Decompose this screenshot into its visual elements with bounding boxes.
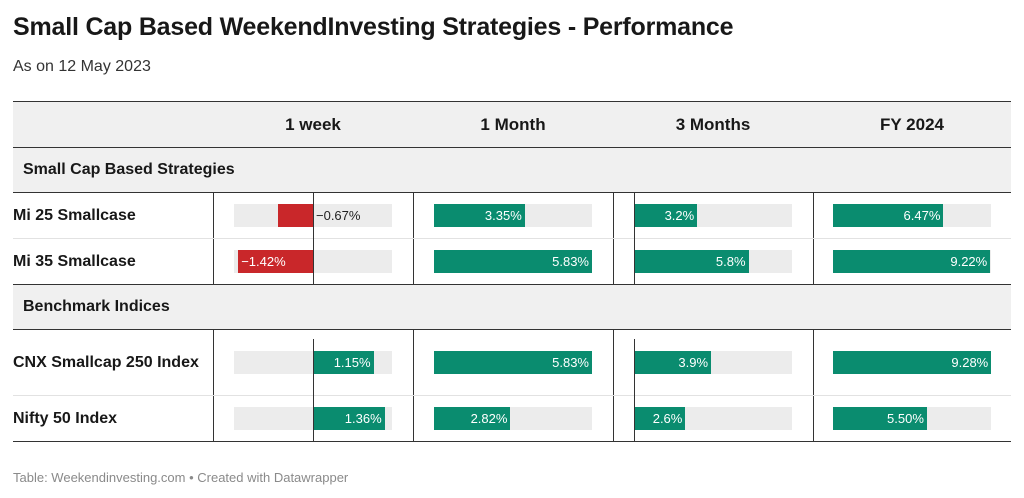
bar-value-label: 3.9% <box>678 355 709 370</box>
bar-cell: 5.50% <box>812 395 1011 442</box>
bar-track: 5.8% <box>634 238 792 284</box>
bar-cell: 2.82% <box>412 395 613 442</box>
bar-cell: 6.47% <box>812 192 1011 239</box>
column-header-1-month: 1 Month <box>413 101 613 148</box>
positive-bar <box>634 407 686 430</box>
bar-track: 3.9% <box>634 339 792 405</box>
group-header-row: Small Cap Based Strategies <box>13 147 1011 193</box>
bar-value-label: 5.83% <box>552 355 589 370</box>
table-row: Mi 35 Smallcase −1.42% 5.83% 5.8% 9.22% <box>13 238 1011 285</box>
bar-value-label: 3.2% <box>664 208 695 223</box>
bar-value-label: 1.36% <box>344 411 382 426</box>
group-header-row: Benchmark Indices <box>13 284 1011 330</box>
table-row: CNX Smallcap 250 Index 1.15% 5.83% 3.9% 9.28… <box>13 329 1011 405</box>
bar-track: 1.15% <box>234 339 392 405</box>
zero-baseline <box>313 339 314 405</box>
positive-bar <box>434 204 525 227</box>
zero-baseline <box>634 395 635 441</box>
bar-track: 5.83% <box>434 351 592 374</box>
bar-cell: −0.67% <box>212 192 413 239</box>
bar-track: 5.50% <box>833 407 992 430</box>
zero-baseline <box>634 238 635 284</box>
positive-bar <box>634 250 749 273</box>
positive-bar <box>833 250 991 273</box>
bar-track: 5.83% <box>434 250 592 273</box>
bar-track: 1.36% <box>234 395 392 441</box>
header-row: 1 week 1 Month 3 Months FY 2024 <box>13 101 1011 148</box>
column-header-fy-2024: FY 2024 <box>813 101 1011 148</box>
bar-value-label: 6.47% <box>903 208 941 223</box>
positive-bar <box>434 407 511 430</box>
positive-bar <box>833 351 992 374</box>
positive-bar <box>313 351 374 374</box>
negative-bar <box>277 204 313 227</box>
bar-value-label: 9.28% <box>951 355 989 370</box>
table-row: Nifty 50 Index 1.36% 2.82% 2.6% 5.50% <box>13 395 1011 442</box>
bar-value-label: 5.50% <box>887 411 924 426</box>
positive-bar <box>313 407 385 430</box>
chart-title: Small Cap Based WeekendInvesting Strateg… <box>13 13 734 41</box>
bar-cell: 5.8% <box>612 238 813 285</box>
zero-baseline <box>313 395 314 441</box>
positive-bar <box>434 351 592 374</box>
bar-value-label: 5.83% <box>552 254 589 269</box>
bar-track: 3.35% <box>434 204 592 227</box>
row-label: Mi 25 Smallcase <box>13 192 213 239</box>
bar-track: −1.42% <box>234 238 392 284</box>
bar-value-label: 9.22% <box>950 254 988 269</box>
bar-track: 9.28% <box>833 351 992 374</box>
bar-cell: 9.28% <box>812 329 1011 396</box>
chart-subtitle: As on 12 May 2023 <box>13 58 151 75</box>
negative-bar <box>238 250 313 273</box>
bar-cell: 3.2% <box>612 192 813 239</box>
chart-footer: Table: Weekendinvesting.com • Created wi… <box>13 470 349 485</box>
positive-bar <box>833 407 927 430</box>
bar-track: 2.82% <box>434 407 592 430</box>
header-label-cell <box>13 101 213 148</box>
zero-baseline <box>313 238 314 284</box>
table-body: Small Cap Based Strategies Mi 25 Smallcas… <box>13 147 1011 442</box>
positive-bar <box>634 204 698 227</box>
performance-table: 1 week 1 Month 3 Months FY 2024 Small Ca… <box>13 101 1011 442</box>
bar-cell: 3.9% <box>612 329 813 405</box>
bar-track: −0.67% <box>234 192 392 238</box>
row-label: Nifty 50 Index <box>13 395 213 442</box>
bar-value-label: −0.67% <box>316 208 361 223</box>
bar-value-label: 5.8% <box>715 254 746 269</box>
bar-cell: 2.6% <box>612 395 813 442</box>
bar-value-label: 2.82% <box>470 411 508 426</box>
column-header-1-week: 1 week <box>213 101 413 148</box>
table-row: Mi 25 Smallcase −0.67% 3.35% 3.2% 6.47% <box>13 192 1011 239</box>
zero-baseline <box>634 339 635 405</box>
bar-cell: 5.83% <box>412 329 613 396</box>
group-header-label: Small Cap Based Strategies <box>13 147 1011 193</box>
zero-baseline <box>313 192 314 238</box>
group-header-label: Benchmark Indices <box>13 284 1011 330</box>
bar-cell: 9.22% <box>812 238 1011 285</box>
bar-track: 2.6% <box>634 395 792 441</box>
bar-track: 3.2% <box>634 192 792 238</box>
bar-cell: 5.83% <box>412 238 613 285</box>
zero-baseline <box>634 192 635 238</box>
column-header-3-months: 3 Months <box>613 101 813 148</box>
bar-value-label: 2.6% <box>652 411 683 426</box>
bar-cell: 1.36% <box>212 395 413 442</box>
bar-cell: −1.42% <box>212 238 413 285</box>
bar-value-label: 1.15% <box>333 355 371 370</box>
bar-cell: 1.15% <box>212 329 413 405</box>
bar-track: 9.22% <box>833 250 992 273</box>
bar-cell: 3.35% <box>412 192 613 239</box>
row-label: CNX Smallcap 250 Index <box>13 329 213 396</box>
positive-bar <box>434 250 592 273</box>
bar-track: 6.47% <box>833 204 992 227</box>
bar-value-label: −1.42% <box>241 254 286 269</box>
bar-value-label: 3.35% <box>484 208 522 223</box>
row-label: Mi 35 Smallcase <box>13 238 213 285</box>
positive-bar <box>833 204 944 227</box>
positive-bar <box>634 351 712 374</box>
